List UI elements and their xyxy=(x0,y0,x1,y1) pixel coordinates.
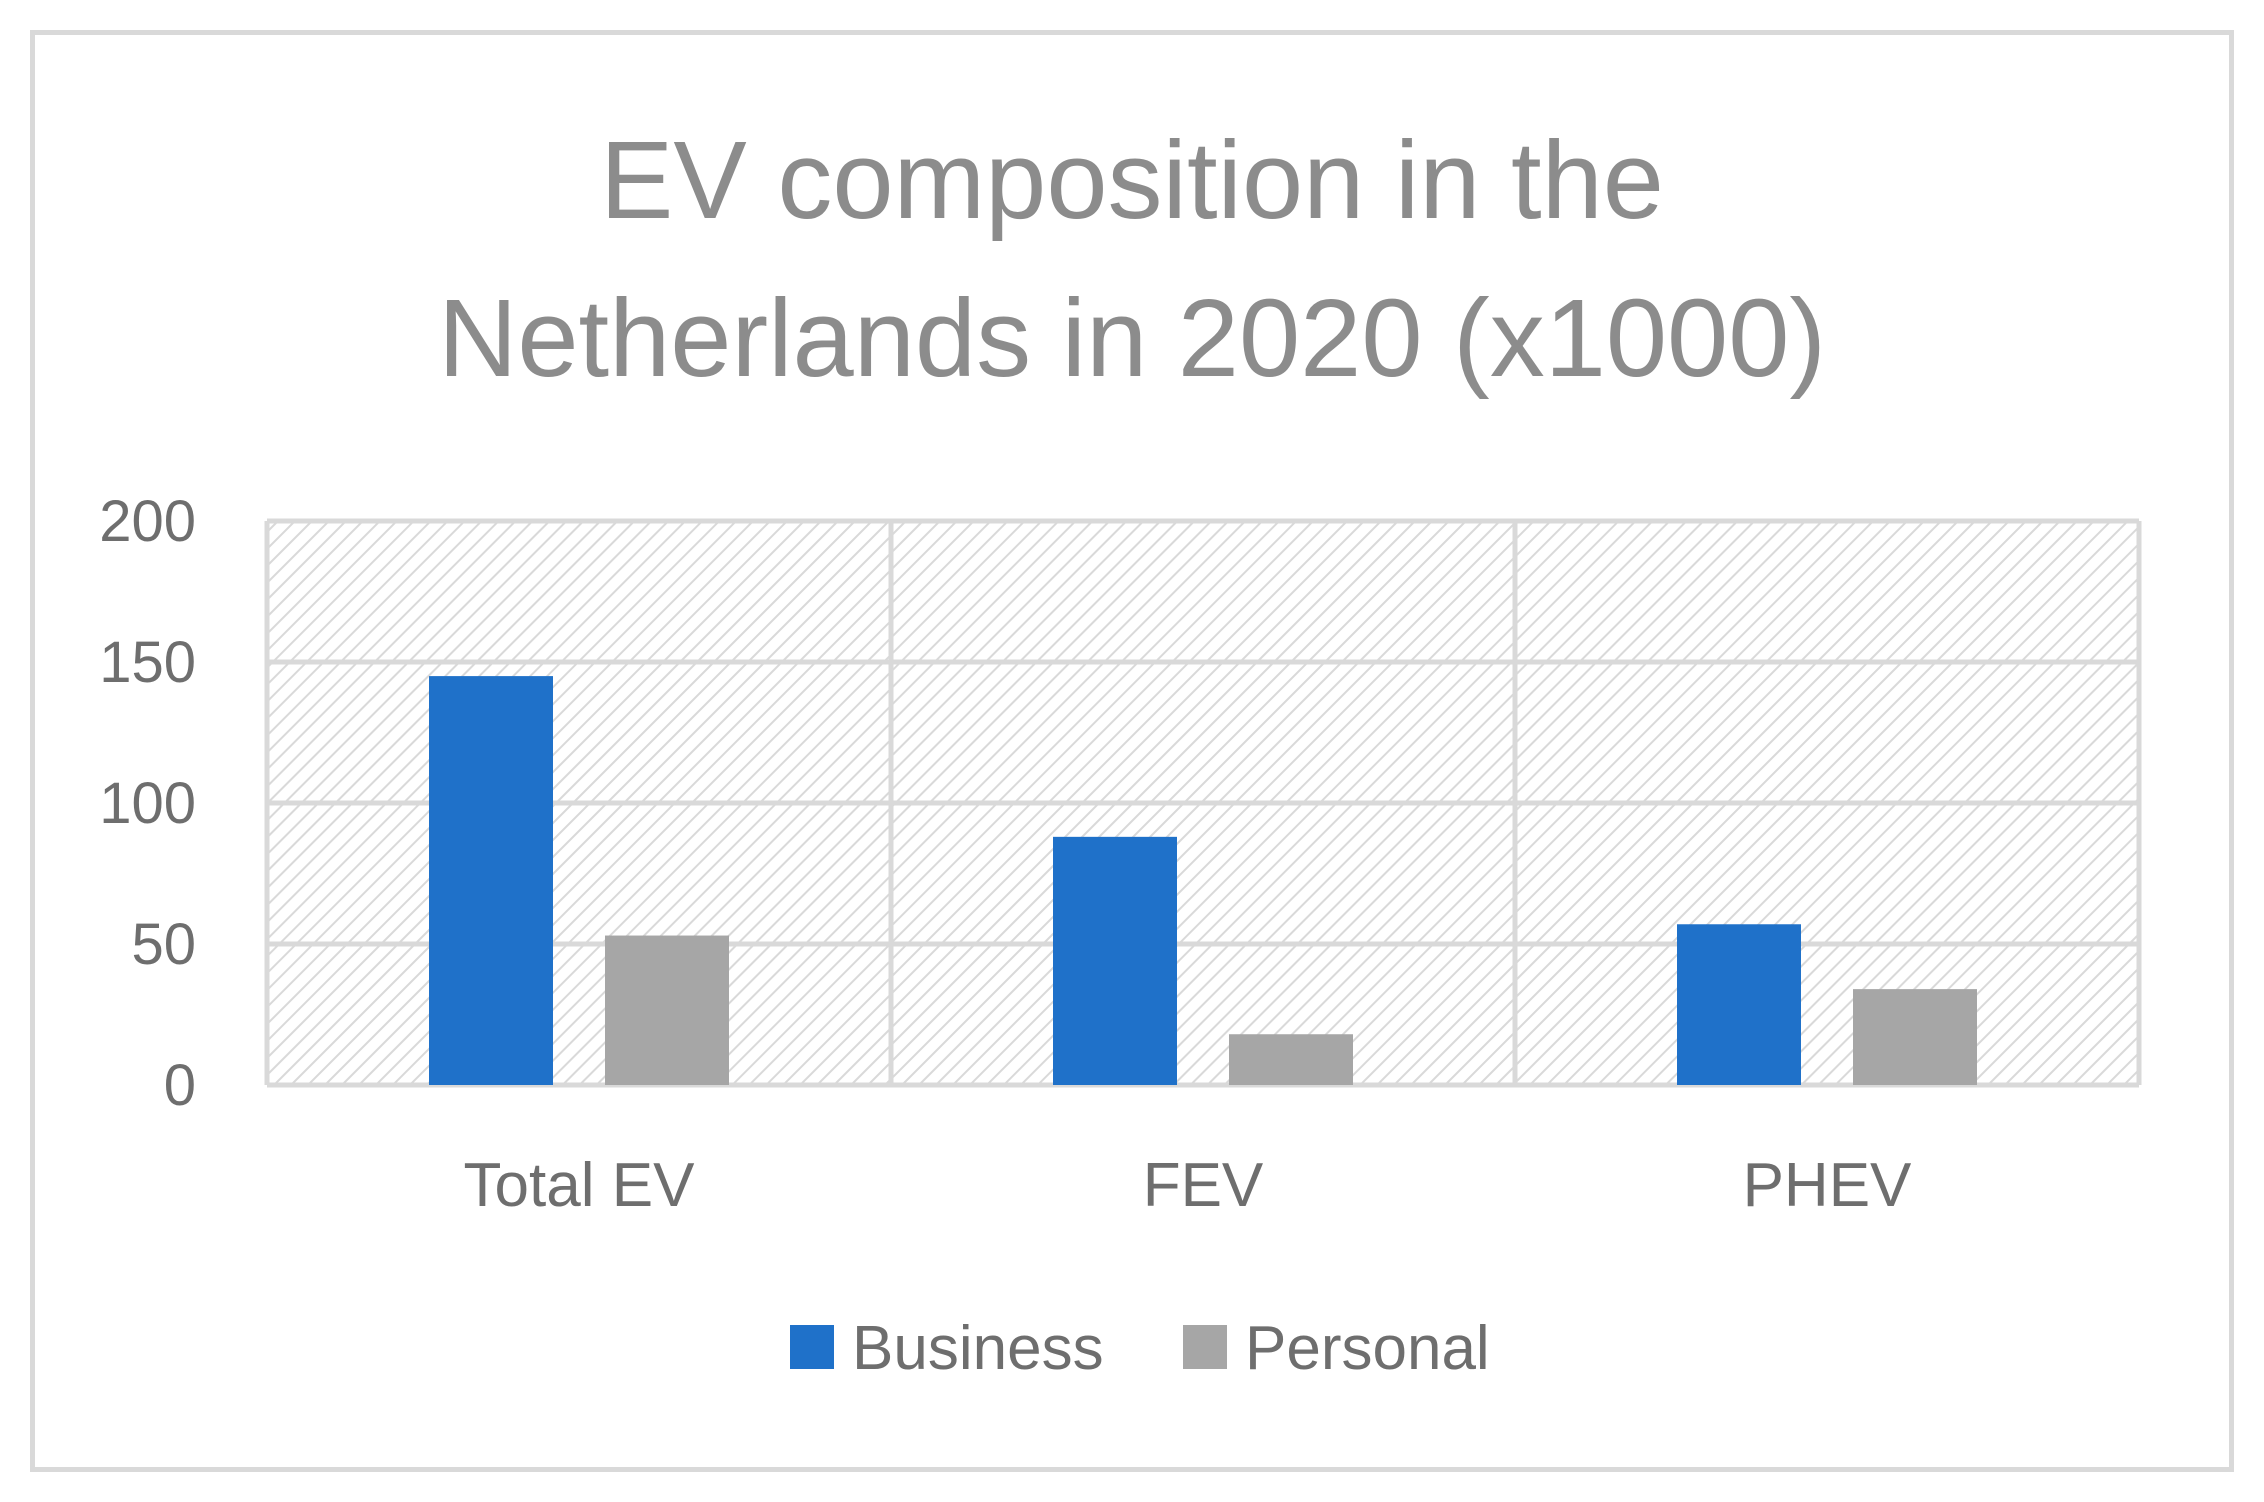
y-tick-label: 0 xyxy=(164,1053,196,1118)
bar-business-fev xyxy=(1053,836,1177,1085)
y-tick-label: 150 xyxy=(99,630,196,695)
y-axis-tick-labels: 0 50 100 150 200 xyxy=(99,489,196,1118)
y-tick-label: 100 xyxy=(99,771,196,836)
x-axis-category-labels: Total EV FEV PHEV xyxy=(464,1151,1913,1220)
bars xyxy=(429,676,1977,1085)
y-tick-label: 50 xyxy=(131,912,196,977)
chart-title: EV composition in the Netherlands in 202… xyxy=(438,119,1826,400)
legend-label-personal: Personal xyxy=(1245,1314,1490,1383)
bar-personal-phev xyxy=(1853,989,1977,1085)
y-tick-label: 200 xyxy=(99,489,196,554)
legend-swatch-personal xyxy=(1183,1325,1227,1369)
bar-business-phev xyxy=(1677,924,1801,1085)
bar-personal-fev xyxy=(1229,1034,1353,1085)
legend: Business Personal xyxy=(790,1314,1490,1383)
bar-personal-total-ev xyxy=(605,935,729,1085)
x-category-label: FEV xyxy=(1143,1151,1264,1220)
chart-title-line-1: EV composition in the xyxy=(600,119,1664,242)
gridlines xyxy=(264,518,2142,1088)
bar-business-total-ev xyxy=(429,676,553,1085)
legend-label-business: Business xyxy=(852,1314,1104,1383)
x-category-label: PHEV xyxy=(1743,1151,1912,1220)
chart-title-line-2: Netherlands in 2020 (x1000) xyxy=(438,277,1826,400)
x-category-label: Total EV xyxy=(464,1151,696,1220)
legend-swatch-business xyxy=(790,1325,834,1369)
